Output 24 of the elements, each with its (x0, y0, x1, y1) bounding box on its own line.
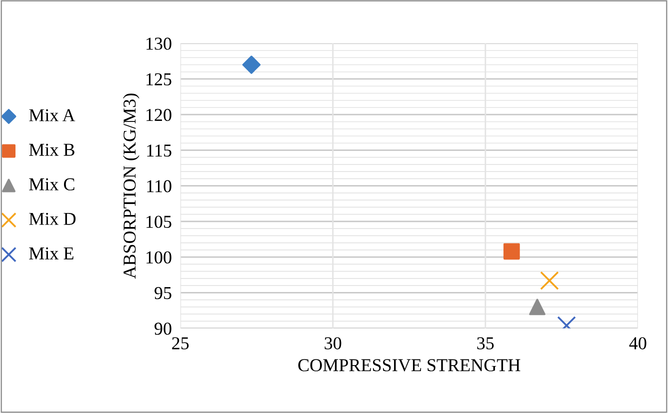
y-tick-label: 100 (146, 251, 172, 264)
point (242, 56, 261, 74)
legend-label: Mix A (29, 109, 76, 122)
point (529, 298, 546, 316)
x-tick-label: 25 (172, 337, 189, 350)
legend-label: Mix C (29, 178, 74, 190)
x-axis-title: COMPRESSIVE STRENGTH (298, 359, 520, 372)
y-tick-label: 115 (147, 144, 172, 157)
y-tick-label: 110 (147, 180, 172, 192)
y-tick-label: 95 (154, 287, 172, 300)
y-axis-title: ABSORPTION (KG/M3) (123, 94, 140, 279)
y-tick-label: 120 (146, 108, 172, 122)
point (503, 243, 520, 260)
x-tick-label: 30 (324, 337, 342, 350)
y-tick-label: 125 (146, 73, 172, 86)
x-tick-label: 35 (477, 337, 494, 350)
y-tick-label: 105 (146, 216, 172, 228)
point (540, 271, 559, 290)
legend-label: Mix D (29, 212, 76, 225)
y-tick-label: 90 (154, 322, 172, 335)
legend-label: Mix B (29, 144, 74, 156)
x-tick-label: 40 (629, 337, 646, 350)
y-tick-label: 130 (146, 38, 172, 50)
legend-label: Mix E (29, 247, 74, 260)
